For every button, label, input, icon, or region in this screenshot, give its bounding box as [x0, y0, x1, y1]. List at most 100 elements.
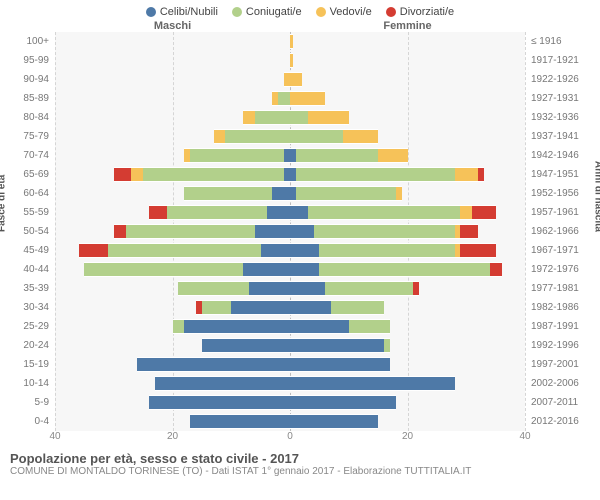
female-half	[290, 108, 525, 127]
female-half	[290, 32, 525, 51]
male-half	[55, 108, 290, 127]
year-label: 1972-1976	[525, 264, 600, 275]
age-label: 35-39	[0, 283, 55, 294]
legend-label: Celibi/Nubili	[160, 6, 218, 18]
female-half	[290, 260, 525, 279]
bar-male	[202, 338, 290, 353]
bar-segment	[137, 357, 290, 372]
bar-segment	[126, 224, 255, 239]
year-label: 1987-1991	[525, 321, 600, 332]
age-label: 65-69	[0, 169, 55, 180]
bar-segment	[296, 148, 378, 163]
bar-segment	[261, 243, 290, 258]
male-half	[55, 70, 290, 89]
bar-segment	[184, 319, 290, 334]
pyramid-row: 75-791937-1941	[0, 127, 600, 146]
bar-female	[290, 129, 378, 144]
year-label: 1942-1946	[525, 150, 600, 161]
bar-segment	[290, 129, 343, 144]
female-half	[290, 127, 525, 146]
bar-segment	[290, 91, 325, 106]
age-label: 90-94	[0, 74, 55, 85]
year-label: 1917-1921	[525, 55, 600, 66]
female-half	[290, 317, 525, 336]
x-tick: 20	[402, 431, 413, 442]
pyramid-row: 10-142002-2006	[0, 374, 600, 393]
header-male: Maschi	[55, 20, 290, 32]
bar-segment	[314, 224, 455, 239]
male-half	[55, 298, 290, 317]
chart-subtitle: COMUNE DI MONTALDO TORINESE (TO) - Dati …	[10, 466, 590, 477]
bar-female	[290, 34, 293, 49]
bar-segment	[290, 281, 325, 296]
male-half	[55, 203, 290, 222]
pyramid-row: 85-891927-1931	[0, 89, 600, 108]
bar-segment	[296, 167, 455, 182]
bar-segment	[290, 34, 293, 49]
year-label: 1962-1966	[525, 226, 600, 237]
bar-female	[290, 262, 502, 277]
female-half	[290, 222, 525, 241]
bar-segment	[184, 186, 272, 201]
pyramid-row: 60-641952-1956	[0, 184, 600, 203]
age-label: 0-4	[0, 416, 55, 427]
bar-segment	[149, 205, 167, 220]
bar-male	[190, 414, 290, 429]
bar-female	[290, 243, 496, 258]
pyramid-row: 15-191997-2001	[0, 355, 600, 374]
bar-male	[137, 357, 290, 372]
legend: Celibi/Nubili Coniugati/e Vedovi/e Divor…	[0, 0, 600, 20]
bar-segment	[290, 319, 349, 334]
age-label: 50-54	[0, 226, 55, 237]
year-label: 1967-1971	[525, 245, 600, 256]
age-label: 40-44	[0, 264, 55, 275]
male-half	[55, 336, 290, 355]
male-half	[55, 222, 290, 241]
bar-segment	[460, 224, 478, 239]
year-label: 1947-1951	[525, 169, 600, 180]
age-label: 70-74	[0, 150, 55, 161]
bar-segment	[331, 300, 384, 315]
bar-male	[184, 186, 290, 201]
female-half	[290, 146, 525, 165]
legend-item: Divorziati/e	[386, 6, 454, 18]
bar-female	[290, 224, 478, 239]
bar-segment	[455, 167, 479, 182]
male-half	[55, 127, 290, 146]
bar-segment	[231, 300, 290, 315]
bar-segment	[290, 357, 390, 372]
bar-male	[149, 205, 290, 220]
x-tick: 40	[519, 431, 530, 442]
bar-segment	[167, 205, 267, 220]
bar-segment	[378, 148, 407, 163]
pyramid-row: 20-241992-1996	[0, 336, 600, 355]
pyramid-row: 100+≤ 1916	[0, 32, 600, 51]
bar-male	[272, 91, 290, 106]
year-label: 1997-2001	[525, 359, 600, 370]
pyramid-row: 50-54 1962-1966	[0, 222, 600, 241]
x-tick: 0	[287, 431, 293, 442]
bar-segment	[272, 186, 290, 201]
bar-segment	[249, 281, 290, 296]
bar-segment	[319, 243, 454, 258]
bar-segment	[114, 224, 126, 239]
bar-segment	[290, 414, 378, 429]
bar-segment	[349, 319, 390, 334]
year-label: 1977-1981	[525, 283, 600, 294]
age-label: 95-99	[0, 55, 55, 66]
bar-female	[290, 148, 408, 163]
bar-segment	[290, 395, 396, 410]
bar-segment	[290, 110, 308, 125]
age-label: 85-89	[0, 93, 55, 104]
age-label: 80-84	[0, 112, 55, 123]
bar-female	[290, 205, 496, 220]
bar-male	[184, 148, 290, 163]
male-half	[55, 89, 290, 108]
year-label: 1932-1936	[525, 112, 600, 123]
legend-item: Coniugati/e	[232, 6, 302, 18]
bar-female	[290, 72, 302, 87]
bar-male	[155, 376, 290, 391]
bar-female	[290, 395, 396, 410]
population-pyramid: Fasce di età Anni di nascita 100+≤ 19169…	[0, 32, 600, 431]
bar-segment	[214, 129, 226, 144]
